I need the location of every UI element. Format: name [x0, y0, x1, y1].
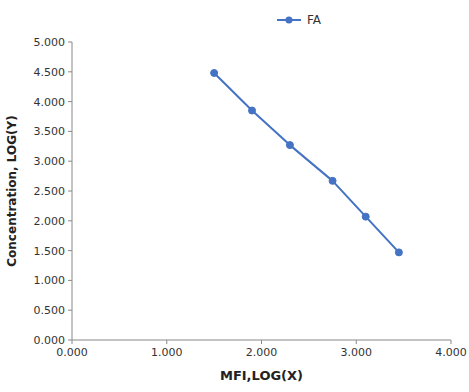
y-tick-label: 0.000 [34, 334, 66, 347]
y-tick-label: 3.000 [34, 155, 66, 168]
y-tick-label: 2.500 [34, 185, 66, 198]
legend-label: FA [307, 13, 322, 27]
y-tick-label: 4.500 [34, 66, 66, 79]
x-axis-title: MFI,LOG(X) [220, 368, 303, 383]
y-tick [68, 250, 72, 251]
y-tick [68, 101, 72, 102]
axes: 0.000 1.000 2.000 3.000 4.000 0.000 0.500 1.000… [34, 36, 467, 359]
x-tick-label: 1.000 [151, 346, 183, 359]
y-axis-title: Concentration, LOG(Y) [5, 115, 19, 266]
x-tick-label: 3.000 [341, 346, 373, 359]
series-point [329, 177, 336, 184]
x-tick [261, 340, 262, 344]
legend: FA [277, 13, 322, 27]
y-tick-label: 1.000 [34, 274, 66, 287]
y-tick-label: 5.000 [34, 36, 66, 49]
y-tick [68, 131, 72, 132]
y-tick [68, 220, 72, 221]
series-point [286, 142, 293, 149]
y-tick [68, 42, 72, 43]
plot-area [211, 69, 403, 255]
y-tick-label: 1.500 [34, 245, 66, 258]
y-tick-label: 4.000 [34, 96, 66, 109]
background [0, 0, 469, 392]
x-tick-label: 0.000 [56, 346, 88, 359]
y-tick [68, 340, 72, 341]
chart-container: 0.000 1.000 2.000 3.000 4.000 0.000 0.500 1.000… [0, 0, 469, 392]
series-line [214, 73, 399, 252]
y-tick [68, 310, 72, 311]
y-tick [68, 161, 72, 162]
y-tick [68, 191, 72, 192]
series-point [249, 107, 256, 114]
x-tick [166, 340, 167, 344]
series-point [395, 249, 402, 256]
x-tick [451, 340, 452, 344]
legend-swatch-marker [285, 17, 292, 24]
y-tick-label: 3.500 [34, 125, 66, 138]
x-tick [72, 340, 73, 344]
x-tick-label: 2.000 [246, 346, 278, 359]
y-tick-label: 0.500 [34, 304, 66, 317]
y-tick-label: 2.000 [34, 215, 66, 228]
y-tick [68, 71, 72, 72]
series-point [362, 213, 369, 220]
x-tick-label: 4.000 [435, 346, 467, 359]
chart-svg: 0.000 1.000 2.000 3.000 4.000 0.000 0.500 1.000… [0, 0, 469, 392]
x-tick [356, 340, 357, 344]
y-tick [68, 280, 72, 281]
series-point [211, 69, 218, 76]
